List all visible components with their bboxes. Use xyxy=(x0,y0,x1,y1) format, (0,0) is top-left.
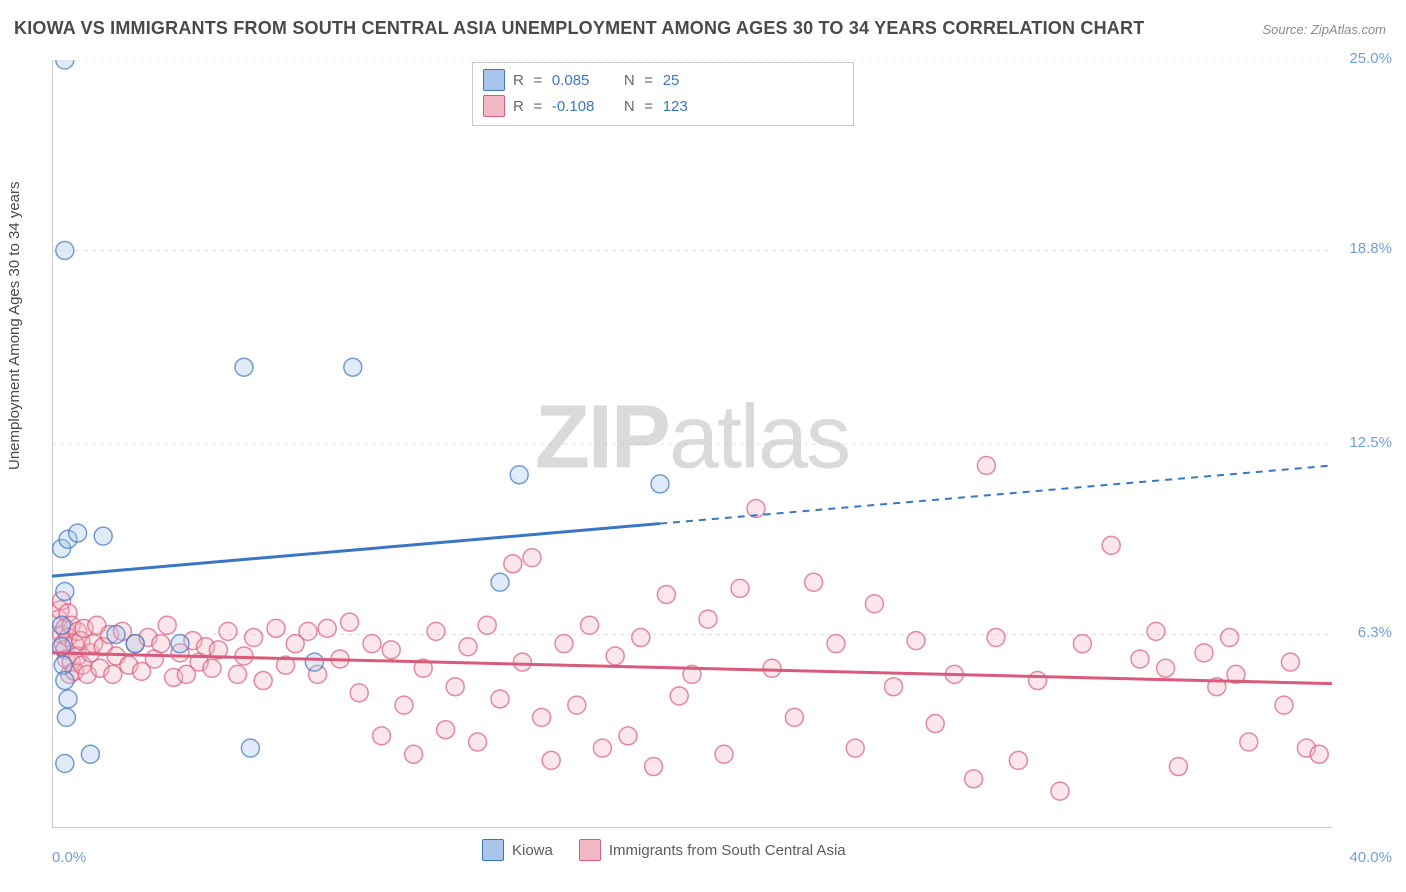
x-axis-max: 40.0% xyxy=(1349,849,1392,866)
series-legend: Kiowa Immigrants from South Central Asia xyxy=(482,839,846,861)
y-tick-label: 25.0% xyxy=(1349,50,1392,67)
immigrants-R-value: -0.108 xyxy=(552,98,616,115)
y-tick-label: 12.5% xyxy=(1349,434,1392,451)
legend-N-label: N xyxy=(624,98,635,115)
chart-container: KIOWA VS IMMIGRANTS FROM SOUTH CENTRAL A… xyxy=(0,0,1406,892)
immigrants-series-label: Immigrants from South Central Asia xyxy=(609,842,846,859)
legend-eq: = xyxy=(643,72,655,89)
y-axis-label: Unemployment Among Ages 30 to 34 years xyxy=(6,181,23,470)
legend-eq: = xyxy=(643,98,655,115)
x-axis-min: 0.0% xyxy=(52,849,86,866)
series-legend-kiowa: Kiowa xyxy=(482,839,553,861)
correlation-legend-row-immigrants: R = -0.108 N = 123 xyxy=(483,93,843,119)
correlation-legend-row-kiowa: R = 0.085 N = 25 xyxy=(483,67,843,93)
chart-title: KIOWA VS IMMIGRANTS FROM SOUTH CENTRAL A… xyxy=(14,18,1144,39)
plot-svg xyxy=(52,60,1332,828)
legend-R-label: R xyxy=(513,72,524,89)
chart-source: Source: ZipAtlas.com xyxy=(1262,22,1386,37)
immigrants-swatch xyxy=(579,839,601,861)
legend-eq: = xyxy=(532,98,544,115)
y-tick-label: 18.8% xyxy=(1349,240,1392,257)
legend-R-label: R xyxy=(513,98,524,115)
legend-N-label: N xyxy=(624,72,635,89)
kiowa-N-value: 25 xyxy=(663,72,727,89)
kiowa-swatch xyxy=(483,69,505,91)
correlation-legend: R = 0.085 N = 25 R = -0.108 N = 123 xyxy=(472,62,854,126)
kiowa-R-value: 0.085 xyxy=(552,72,616,89)
immigrants-N-value: 123 xyxy=(663,98,727,115)
series-legend-immigrants: Immigrants from South Central Asia xyxy=(579,839,846,861)
y-tick-label: 6.3% xyxy=(1358,624,1392,641)
plot-area: R = 0.085 N = 25 R = -0.108 N = 123 ZIPa… xyxy=(52,60,1332,828)
legend-eq: = xyxy=(532,72,544,89)
kiowa-series-label: Kiowa xyxy=(512,842,553,859)
immigrants-swatch xyxy=(483,95,505,117)
kiowa-swatch xyxy=(482,839,504,861)
